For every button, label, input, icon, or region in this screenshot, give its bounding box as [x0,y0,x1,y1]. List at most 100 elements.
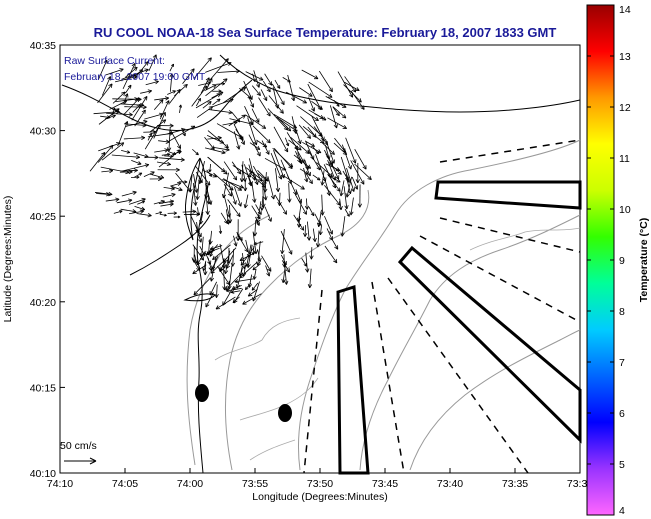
current-vector [105,197,120,202]
current-vector [199,211,204,225]
current-vector [243,180,248,192]
y-tick-label: 40:10 [30,468,56,480]
depth-contour-3 [298,139,581,471]
current-vector [118,121,129,145]
current-vector [209,281,218,296]
current-vector [247,274,253,288]
colorbar-tick-label: 10 [619,204,631,216]
current-vector [149,176,162,182]
current-vector [96,192,110,197]
radial-box-north [434,180,582,210]
current-vector [296,132,302,145]
current-vector [331,238,339,250]
current-vector [195,226,203,243]
y-axis-label: Latitude (Degrees:Minutes) [2,196,14,323]
current-vector [262,80,271,93]
current-vector [205,196,210,215]
current-vector [267,176,276,200]
radial-box-south [336,285,370,475]
current-vector [247,117,258,146]
current-vector [287,183,292,203]
current-vector [245,71,264,81]
current-vector [195,175,200,200]
current-vector [205,183,213,205]
current-vector [218,225,223,234]
current-vector [301,69,319,80]
current-vector [106,112,133,117]
current-vector [281,174,305,190]
current-vector [261,255,272,272]
current-vector [137,200,145,205]
current-vector [136,213,152,218]
current-vector [273,126,289,153]
current-vector [272,87,280,109]
current-vector [123,97,140,115]
current-vector [112,91,126,104]
dashed-radial-1 [439,139,581,163]
current-vector [345,137,357,164]
current-vector [223,194,231,218]
current-vector [304,159,310,170]
station-marker-1 [195,384,209,402]
current-vector [329,105,338,129]
current-vector [311,100,323,110]
current-vector [286,132,299,151]
current-vector [154,96,170,101]
current-vector [303,167,309,183]
current-vector [211,91,224,99]
current-vector [192,264,207,275]
current-vector [163,186,175,191]
surface-current-vectors [89,54,372,310]
current-vector [327,160,337,181]
depth-contour-4 [359,214,581,471]
current-vector [253,241,264,246]
current-vector [343,186,349,210]
current-vector [157,123,174,128]
current-vector [205,78,228,97]
current-vector [169,73,174,92]
current-vector [260,89,268,102]
depth-contour-9 [469,227,581,251]
current-vector [183,212,201,217]
current-vector [307,149,321,171]
current-vector [285,91,307,104]
current-vector [170,185,183,192]
radial-box-diagonal [397,245,582,444]
x-tick-label: 73:35 [502,478,528,490]
current-vector [222,265,227,291]
x-axis-ticks: 74:10 74:05 74:00 73:55 73:50 73:45 73:40 73:35… [47,468,593,490]
current-vector [305,172,313,185]
current-vector [308,81,333,98]
current-vector [252,125,271,144]
current-vector [259,195,265,211]
current-vector [205,61,232,73]
current-vector [252,220,258,237]
current-vector [241,164,247,182]
current-vector [170,129,182,149]
current-vector [206,135,225,144]
current-vector [241,264,247,277]
current-vector [219,260,226,273]
current-vector [131,96,148,121]
current-vector [227,199,241,217]
current-vector [188,174,193,193]
current-vector [258,97,271,117]
current-vector [204,147,226,155]
legend-line-1: Raw Surface Current: [64,55,165,67]
current-vector [191,257,201,271]
current-vector [236,233,249,253]
current-vector [340,216,346,237]
colorbar-tick-label: 11 [619,153,630,165]
current-vector [169,89,181,104]
current-vector [167,211,177,215]
current-vector [274,79,281,89]
current-vector [280,230,293,255]
current-vector [355,162,360,184]
current-vector [181,127,186,137]
current-vector [161,152,171,157]
current-vector [298,124,312,139]
current-vector [333,100,340,107]
current-vector [264,73,273,86]
x-tick-label: 74:10 [47,478,73,490]
y-axis-ticks: 40:10 40:15 40:20 40:25 40:30 40:35 [30,40,65,480]
